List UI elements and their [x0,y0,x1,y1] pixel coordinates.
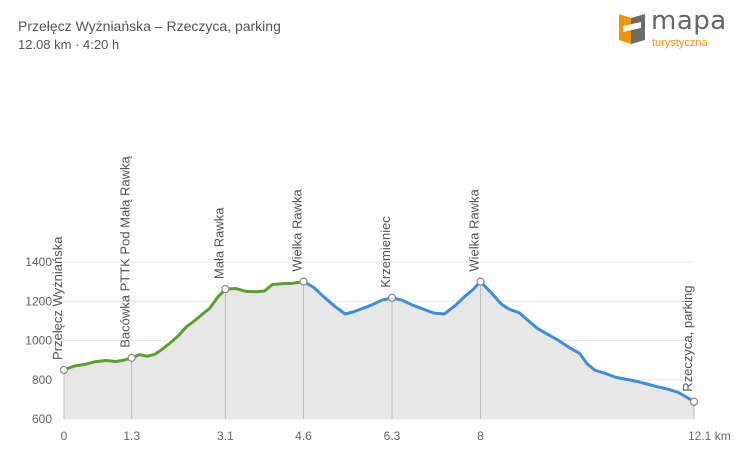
waypoint-label: Przełęcz Wyżniańska [50,236,65,360]
waypoint-labels: Przełęcz Wyżniańska Bacówka PTTK Pod Małą… [50,156,695,392]
y-tick-label: 600 [32,412,52,426]
waypoint-label: Rzeczyca, parking [680,286,695,392]
x-tick-label: 3.1 [217,429,234,443]
waypoint-label: Krzemieniec [378,216,393,288]
descent-line [302,280,696,404]
x-tick-label: 8 [477,429,484,443]
waypoint-marker[interactable] [387,293,397,302]
elevation-area [64,281,694,419]
x-axis: 0 1.3 3.1 4.6 6.3 8 12.1 km [61,429,731,443]
x-tick-label: 6.3 [384,429,401,443]
y-tick-label: 800 [32,373,52,387]
elevation-lines [62,280,696,404]
route-summary: 12.08 km · 4:20 h [18,37,120,52]
waypoint-markers[interactable] [59,277,699,406]
waypoint-label: Wielka Rawka [290,189,305,272]
route-title: Przełęcz Wyżniańska – Rzeczyca, parking [18,18,281,34]
elevation-fill [64,281,694,419]
ascent-line [62,280,305,372]
x-tick-label: 12.1 km [688,429,731,443]
brand-logo[interactable]: mapa turystyczna [617,6,729,50]
waypoint-marker[interactable] [689,397,699,406]
x-tick-label: 0 [61,429,68,443]
brand-name: mapa [651,6,727,36]
map-logo-icon [619,14,645,44]
waypoint-marker[interactable] [59,365,69,375]
waypoint-marker[interactable] [476,277,485,286]
brand-subtitle: turystyczna [652,37,708,49]
y-axis: 600 800 1000 1200 1400 [25,255,52,426]
waypoint-marker[interactable] [299,277,308,286]
x-tick-label: 1.3 [123,429,140,443]
y-tick-label: 1200 [25,294,52,308]
waypoint-label: Wielka Rawka [467,189,482,272]
waypoint-label: Mała Rawka [211,207,226,279]
waypoint-marker[interactable] [221,284,230,294]
waypoint-lines [63,281,695,419]
waypoint-label: Bacówka PTTK Pod Małą Rawką [118,156,133,348]
x-tick-label: 4.6 [295,429,312,443]
y-tick-label: 1000 [25,334,52,348]
y-tick-label: 1400 [25,255,52,269]
waypoint-marker[interactable] [127,353,136,362]
